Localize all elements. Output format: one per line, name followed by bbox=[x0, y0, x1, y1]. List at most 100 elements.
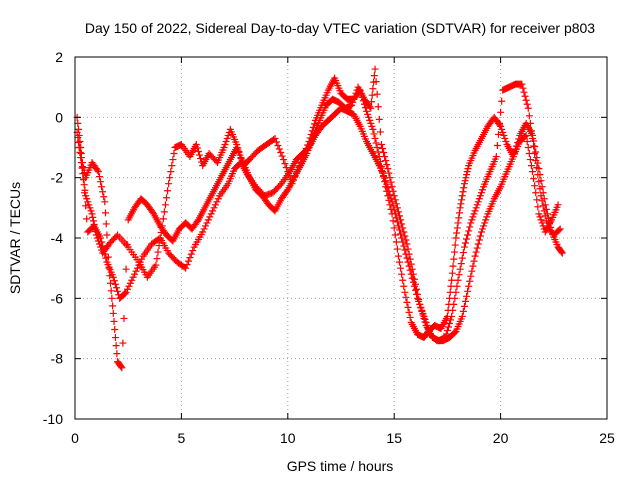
data-point-trail bbox=[530, 142, 538, 150]
data-point bbox=[199, 228, 207, 236]
data-point-trail bbox=[364, 110, 372, 118]
data-point-trail bbox=[367, 119, 375, 127]
data-point-trail bbox=[365, 113, 373, 121]
data-point bbox=[280, 156, 288, 164]
data-point-trail bbox=[89, 217, 97, 225]
data-point bbox=[390, 192, 398, 200]
data-point-trail bbox=[111, 334, 119, 342]
data-point bbox=[369, 125, 377, 133]
data-point-trail bbox=[449, 306, 457, 314]
data-point-trail bbox=[210, 204, 218, 212]
data-point-trail bbox=[98, 238, 106, 246]
data-point-trail bbox=[463, 235, 471, 243]
data-point-trail bbox=[84, 198, 92, 206]
data-point-trail bbox=[368, 91, 376, 99]
data-point-trail bbox=[498, 125, 506, 133]
data-point-trail bbox=[534, 203, 542, 211]
data-point-trail bbox=[122, 265, 130, 273]
data-point-trail bbox=[120, 314, 128, 322]
data-point-trail bbox=[138, 255, 146, 263]
data-point-trail bbox=[161, 201, 169, 209]
data-point-trail bbox=[531, 182, 539, 190]
data-point-trail bbox=[391, 196, 399, 204]
data-point bbox=[371, 65, 379, 73]
data-point-trail bbox=[214, 195, 222, 203]
data-point bbox=[403, 240, 411, 248]
data-point-trail bbox=[368, 98, 376, 106]
data-point-trail bbox=[278, 152, 286, 160]
data-point-trail bbox=[386, 174, 394, 182]
data-point-trail bbox=[459, 249, 467, 257]
y-axis-label: SDTVAR / TECUs bbox=[7, 182, 23, 294]
data-point-trail bbox=[112, 342, 120, 350]
data-point-trail bbox=[204, 216, 212, 224]
data-point-trail bbox=[539, 202, 547, 210]
data-point-trail bbox=[467, 272, 475, 280]
data-point-trail bbox=[450, 255, 458, 263]
data-point-trail bbox=[449, 262, 457, 270]
data-point-trail bbox=[76, 149, 84, 157]
data-point-trail bbox=[538, 219, 546, 227]
data-point-trail bbox=[411, 280, 419, 288]
data-point-trail bbox=[369, 85, 377, 93]
data-point-trail bbox=[413, 285, 421, 293]
data-point-trail bbox=[81, 189, 89, 197]
x-tick-label: 25 bbox=[599, 430, 615, 446]
data-point-trail bbox=[368, 122, 376, 130]
data-point-trail bbox=[371, 134, 379, 142]
x-tick-label: 10 bbox=[280, 430, 296, 446]
data-point bbox=[165, 180, 173, 188]
data-point-trail bbox=[189, 247, 197, 255]
data-point-trail bbox=[74, 119, 82, 127]
data-point-trail bbox=[95, 173, 103, 181]
data-point bbox=[497, 122, 505, 130]
data-point-trail bbox=[452, 288, 460, 296]
data-point bbox=[465, 282, 473, 290]
data-point-trail bbox=[532, 148, 540, 156]
data-point-trail bbox=[351, 92, 359, 100]
data-point-trail bbox=[453, 282, 461, 290]
data-point-trail bbox=[149, 208, 157, 216]
data-point-trail bbox=[499, 128, 507, 136]
data-point bbox=[377, 140, 385, 148]
data-point-trail bbox=[522, 96, 530, 104]
data-point-trail bbox=[533, 196, 541, 204]
data-point-trail bbox=[500, 131, 508, 139]
data-point-trail bbox=[391, 231, 399, 239]
data-point-trail bbox=[459, 307, 467, 315]
data-point-trail bbox=[447, 316, 455, 324]
data-point bbox=[471, 252, 479, 260]
data-point-trail bbox=[222, 137, 230, 145]
data-point bbox=[207, 210, 215, 218]
data-point-trail bbox=[523, 137, 531, 145]
data-point bbox=[303, 150, 311, 158]
data-point-trail bbox=[211, 201, 219, 209]
data-point bbox=[554, 201, 562, 209]
data-point-trail bbox=[373, 90, 381, 98]
data-point-trail bbox=[496, 119, 504, 127]
data-point-trail bbox=[404, 303, 412, 311]
data-point-trail bbox=[385, 169, 393, 177]
data-point-trail bbox=[411, 286, 419, 294]
data-point bbox=[401, 246, 409, 254]
data-point-trail bbox=[466, 277, 474, 285]
data-point-trail bbox=[477, 189, 485, 197]
data-point bbox=[452, 234, 460, 242]
data-point-trail bbox=[462, 174, 470, 182]
data-point-trail bbox=[458, 192, 466, 200]
data-point-trail bbox=[106, 272, 114, 280]
data-point-trail bbox=[383, 161, 391, 169]
data-point-trail bbox=[387, 178, 395, 186]
data-point-trail bbox=[89, 213, 97, 221]
data-point-trail bbox=[167, 168, 175, 176]
data-point-trail bbox=[281, 160, 289, 168]
data-point-trail bbox=[389, 187, 397, 195]
data-point-trail bbox=[444, 323, 452, 331]
data-point-trail bbox=[472, 204, 480, 212]
data-point-trail bbox=[186, 254, 194, 262]
data-point-trail bbox=[502, 137, 510, 145]
data-point-trail bbox=[277, 149, 285, 157]
data-point-trail bbox=[533, 154, 541, 162]
data-point-trail bbox=[400, 228, 408, 236]
data-point-trail bbox=[451, 241, 459, 249]
